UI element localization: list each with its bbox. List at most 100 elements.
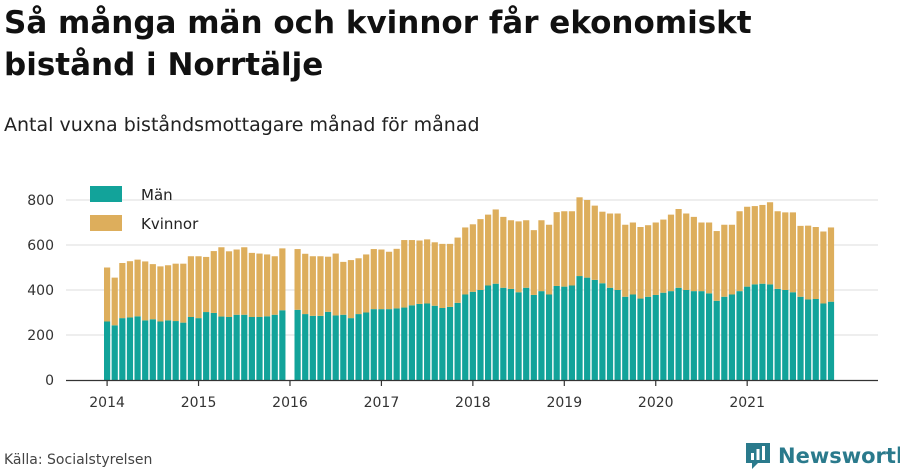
bar-women [690,216,697,292]
bar-women [774,211,781,289]
bar-women [553,212,560,286]
bar-men [203,312,210,380]
bar-women [317,256,324,316]
bar-women [203,256,210,313]
bar-women [408,240,415,306]
bar-men [370,309,377,380]
bar-men [782,290,789,380]
legend-swatch-women [90,215,122,231]
x-tick-label: 2020 [638,395,674,411]
bar-men [416,303,423,380]
bar-men [446,306,454,380]
bar-men [667,291,675,380]
bar-men [530,294,537,380]
bar-men [545,294,553,380]
bar-women [736,211,743,292]
axes: 0 200 400 600 800 2014 2015 2016 2017 2018 2019 202… [27,193,878,411]
bar-men [507,288,515,380]
bar-women [416,240,423,304]
bar-men [164,320,172,380]
bar-women [111,277,118,326]
bar-men [622,296,629,380]
bar-women [241,247,248,315]
bar-men [347,318,355,380]
bar-women [812,227,819,299]
bar-men [523,287,530,380]
bar-men [385,309,393,380]
bar-men [538,291,545,380]
bar-women [180,263,187,323]
bar-women [568,211,576,286]
y-tick-label: 400 [27,283,54,299]
bar-women [629,222,636,295]
bar-men [492,283,499,380]
bar-women [728,224,736,295]
source-note: Källa: Socialstyrelsen [4,452,153,468]
bar-men [606,287,614,380]
bar-women [492,209,499,284]
bar-men [142,320,149,380]
bar-women [256,253,263,317]
bar-women [454,237,461,303]
x-tick-label: 2019 [546,395,582,411]
x-tick-label: 2021 [729,395,765,411]
x-tick-label: 2017 [364,395,400,411]
bar-women [195,256,202,319]
bar-men [340,314,347,380]
bar-women [279,248,286,311]
bar-men [324,311,332,380]
bar-women [126,261,134,318]
bar-women [637,227,644,299]
bar-men [393,308,400,380]
bar-men [660,292,667,380]
bar-men [111,325,118,380]
y-tick-label: 600 [27,238,54,254]
bar-women [713,231,720,301]
bar-women [705,222,713,294]
bar-men [279,310,286,380]
bar-men [637,298,644,380]
bar-men [469,291,476,380]
bar-women [210,251,217,313]
bar-women [401,240,408,308]
bar-men [355,314,362,380]
bar-women [485,214,492,286]
bar-women [782,212,789,290]
stacked-bar-chart: 0 200 400 600 800 2014 2015 2016 2017 2018 2019 202… [27,186,878,411]
bar-women [172,263,179,322]
legend: Män Kvinnor [90,186,199,233]
bar-men [126,317,134,380]
bar-men [568,285,576,380]
bar-men [766,284,774,380]
bar-women [225,251,233,317]
bar-women [744,206,751,287]
bar-women [660,219,667,293]
bar-men [690,291,697,380]
bar-women [614,213,621,290]
bar-women [652,222,659,295]
y-tick-label: 800 [27,193,54,209]
bar-men [378,309,385,380]
bar-women [370,249,377,310]
bar-women [233,249,240,315]
bar-men [713,300,720,380]
bar-men [264,316,271,380]
bar-women [294,249,301,310]
bar-men [751,284,758,380]
bar-men [683,290,690,380]
bar-men [119,318,126,380]
bar-women [561,211,568,287]
bar-women [385,251,393,310]
bar-women [827,227,835,302]
bar-men [515,292,522,380]
bar-women [340,261,347,315]
bar-men [271,314,278,380]
bar-men [157,321,164,380]
bar-men [241,314,248,380]
bar-women [469,224,476,292]
bar-women [538,220,545,292]
brand-logo: Newsworthy [744,440,900,472]
bar-women [820,231,827,304]
x-tick-label: 2018 [455,395,491,411]
y-tick-label: 0 [45,373,54,389]
